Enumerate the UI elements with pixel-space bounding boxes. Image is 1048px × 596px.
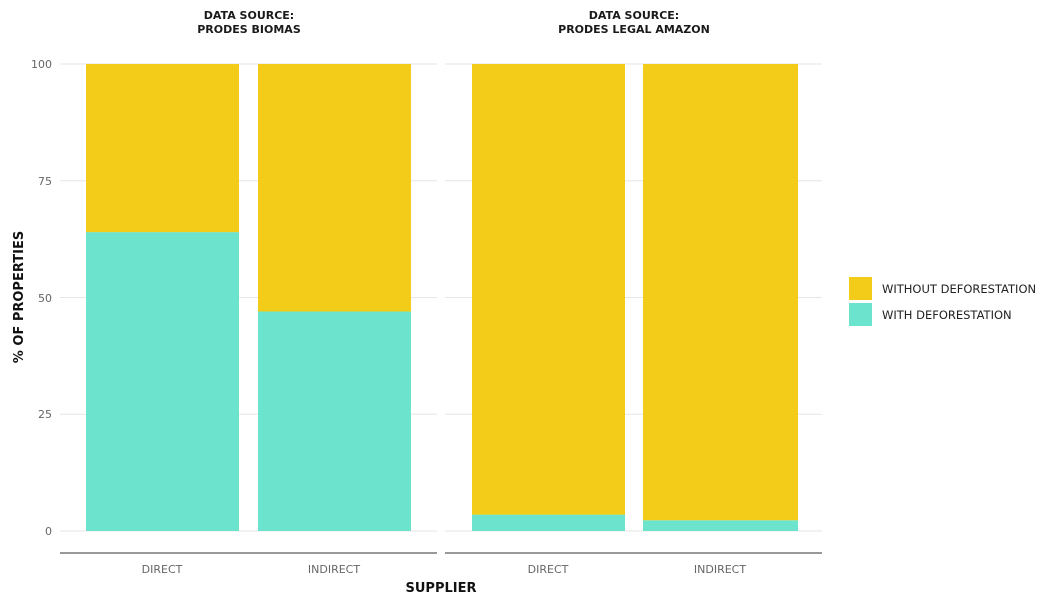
facet-title-2-line1: DATA SOURCE: xyxy=(589,9,679,22)
x-axis-title: SUPPLIER xyxy=(406,581,477,596)
y-tick-label: 100 xyxy=(31,58,52,71)
y-tick-label: 50 xyxy=(38,292,52,305)
x-tick-label-facet1-indirect: INDIRECT xyxy=(308,563,360,576)
x-tick-label-facet1-direct: DIRECT xyxy=(142,563,183,576)
facet-title-2-line2: PRODES LEGAL AMAZON xyxy=(558,23,710,36)
y-tick-label: 25 xyxy=(38,408,52,421)
y-tick-label: 0 xyxy=(45,525,52,538)
x-tick-label-facet2-indirect: INDIRECT xyxy=(694,563,746,576)
bar-segment-without-deforestation xyxy=(472,64,625,515)
bar-segment-without-deforestation xyxy=(258,64,411,312)
legend-label-without-deforestation: WITHOUT DEFORESTATION xyxy=(882,282,1036,296)
bar-segment-without-deforestation xyxy=(643,64,798,521)
facet-title-1-line1: DATA SOURCE: xyxy=(204,9,294,22)
legend-label-with-deforestation: WITH DEFORESTATION xyxy=(882,308,1012,322)
x-tick-label-facet2-direct: DIRECT xyxy=(528,563,569,576)
legend-swatch-without-deforestation xyxy=(849,277,872,300)
bar-segment-with-deforestation xyxy=(472,514,625,531)
legend: WITHOUT DEFORESTATION WITH DEFORESTATION xyxy=(849,277,1036,326)
bar-segment-without-deforestation xyxy=(86,64,239,233)
bar-segment-with-deforestation xyxy=(86,232,239,531)
bar-segment-with-deforestation xyxy=(258,311,411,531)
bar-segment-with-deforestation xyxy=(643,520,798,531)
y-tick-label: 75 xyxy=(38,175,52,188)
bars xyxy=(86,64,798,531)
y-axis-title: % OF PROPERTIES xyxy=(12,231,27,363)
facet-title-1-line2: PRODES BIOMAS xyxy=(197,23,301,36)
legend-swatch-with-deforestation xyxy=(849,303,872,326)
